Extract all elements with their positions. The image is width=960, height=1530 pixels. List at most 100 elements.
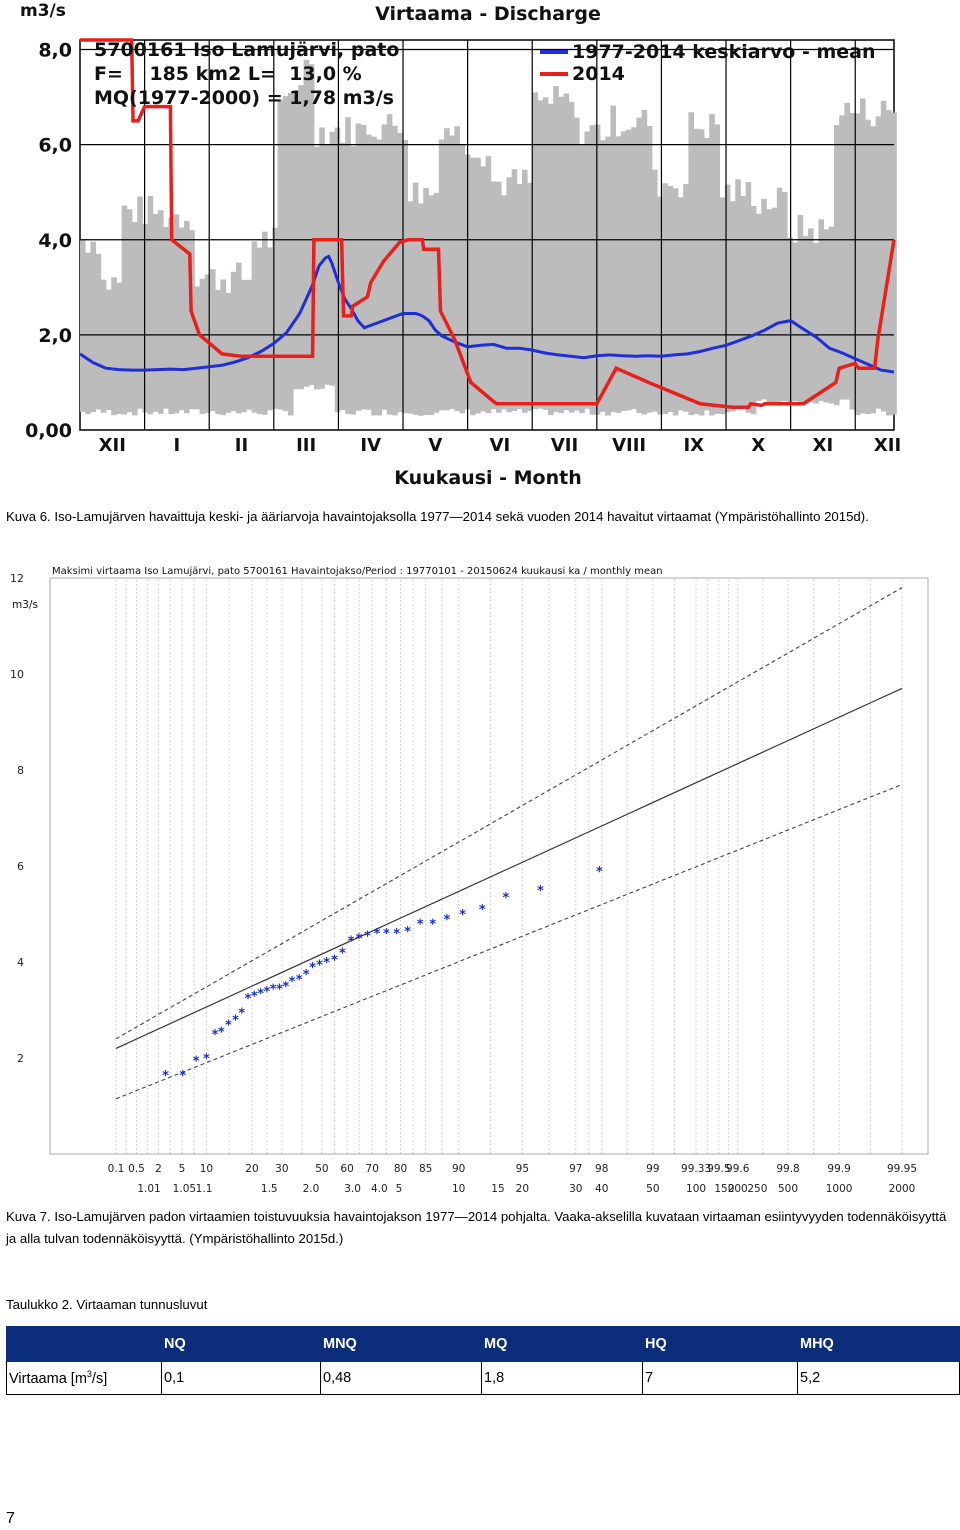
range-band-bar [860, 98, 866, 414]
x-tick-bottom-label: 500 [778, 1183, 798, 1195]
range-band-bar [605, 136, 611, 416]
range-band-bar [282, 96, 289, 412]
x-tick-top-label: 99.8 [776, 1163, 799, 1175]
range-band-bar [709, 113, 715, 416]
range-band-bar [126, 209, 133, 413]
range-band-bar [444, 128, 450, 411]
range-band-bar [334, 127, 341, 413]
x-tick-bottom-label: 250 [747, 1183, 767, 1195]
x-tick-top-label: 20 [245, 1163, 258, 1175]
x-tick-bottom-label: 1.05 [173, 1183, 196, 1195]
x-tick-top-label: 0.1 [108, 1163, 125, 1175]
range-band-bar [797, 214, 804, 402]
range-band-bar [542, 97, 549, 410]
range-band-bar [392, 125, 398, 416]
range-band-bar [329, 131, 336, 386]
data-point: * [179, 1069, 186, 1084]
station-info-line: F= 185 km2 L= 13,0 % [94, 63, 362, 85]
range-band-bar [147, 196, 154, 415]
x-tick-bottom-label: 200 [728, 1183, 748, 1195]
range-band-bar [438, 139, 445, 411]
x-tick-top-label: 99.33 [681, 1163, 711, 1175]
range-band-bar [537, 100, 544, 409]
data-point: * [355, 932, 362, 947]
range-band-bar [704, 138, 710, 411]
x-tick-top-label: 99.5 [707, 1163, 730, 1175]
data-point: * [218, 1026, 225, 1041]
month-label: X [751, 435, 765, 456]
x-tick-top-label: 70 [366, 1163, 379, 1175]
y-tick-label: 2,0 [38, 325, 72, 347]
x-tick-bottom-label: 10 [452, 1183, 465, 1195]
range-band-bar [433, 192, 440, 413]
range-band-bar [756, 213, 762, 402]
chart1-legend: 1977-2014 keskiarvo - mean 2014 [540, 41, 876, 85]
range-band-bar [875, 116, 882, 409]
range-band-bar [532, 92, 538, 410]
range-band-bar [574, 117, 580, 411]
data-point: * [537, 884, 544, 899]
month-label: IX [683, 435, 704, 456]
range-band-bar [298, 85, 304, 390]
chart1-y-unit: m3/s [20, 1, 66, 21]
range-band-bar [163, 226, 169, 409]
x-tick-top-label: 2 [155, 1163, 162, 1175]
range-band-bar [423, 188, 429, 416]
range-band-bar [366, 134, 372, 410]
range-band-bar [626, 129, 632, 411]
range-band-bar [220, 279, 226, 416]
chart2-title: Maksimi virtaama Iso Lamujärvi, pato 570… [52, 566, 663, 577]
row-label-cell: Virtaama [m3/s] [6, 1361, 162, 1395]
data-point: * [251, 990, 258, 1005]
range-band-bar [631, 127, 637, 410]
y-tick-label: 4,0 [38, 230, 72, 252]
range-band-bar [880, 100, 887, 412]
range-band-bar [459, 144, 466, 414]
table-cell: 5,2 [797, 1361, 960, 1395]
x-tick-bottom-label: 1.5 [261, 1183, 278, 1195]
range-band-bar [641, 109, 648, 415]
data-point: * [596, 865, 603, 880]
range-band-bar [381, 124, 388, 410]
x-tick-bottom-label: 100 [686, 1183, 706, 1195]
data-point: * [225, 1018, 232, 1033]
table-cell: 0,1 [161, 1361, 321, 1395]
range-band-bar [288, 92, 294, 416]
month-label: V [428, 435, 442, 456]
range-band-bar [776, 187, 783, 402]
range-band-bar [168, 217, 174, 415]
range-band-bar [85, 252, 91, 414]
x-tick-top-label: 98 [595, 1163, 608, 1175]
row-label-end: /s] [91, 1370, 108, 1387]
station-info: 5700161 Iso Lamujärvi, pato F= 185 km2 L… [94, 39, 399, 109]
range-band-bar [568, 101, 575, 413]
y-tick-label: 6 [17, 860, 24, 873]
legend-label-2014: 2014 [572, 63, 625, 85]
range-band-bar [137, 196, 143, 409]
x-tick-bottom-label: 15 [491, 1183, 504, 1195]
x-tick-top-label: 97 [569, 1163, 582, 1175]
range-band-bar [132, 222, 138, 416]
x-tick-top-label: 99.95 [887, 1163, 917, 1175]
range-band-bar [236, 262, 242, 414]
range-band-bar [230, 271, 237, 412]
range-band-bar [865, 119, 871, 414]
range-band-bar [256, 247, 263, 414]
x-tick-top-label: 99.6 [726, 1163, 750, 1175]
discharge-stats-table: NQ MNQ MQ HQ MHQ Virtaama [m3/s] 0,1 0,4… [6, 1326, 960, 1395]
range-band-bar [527, 182, 533, 411]
range-band-bar [407, 201, 414, 414]
range-band-bar [870, 126, 876, 414]
y-tick-label: 10 [10, 668, 24, 681]
table-header-cell: MHQ [797, 1326, 960, 1362]
figure-7-caption: Kuva 7. Iso-Lamujärven padon virtaamien … [6, 1209, 947, 1246]
range-band-bar [475, 157, 481, 414]
x-tick-bottom-label: 5 [396, 1183, 403, 1195]
data-point: * [443, 913, 450, 928]
range-band-bar [173, 214, 180, 414]
range-band-bar [272, 227, 278, 409]
range-band-bar [730, 201, 736, 412]
range-band-bar [636, 117, 642, 413]
range-band-bar [251, 241, 258, 413]
data-point: * [364, 930, 371, 945]
